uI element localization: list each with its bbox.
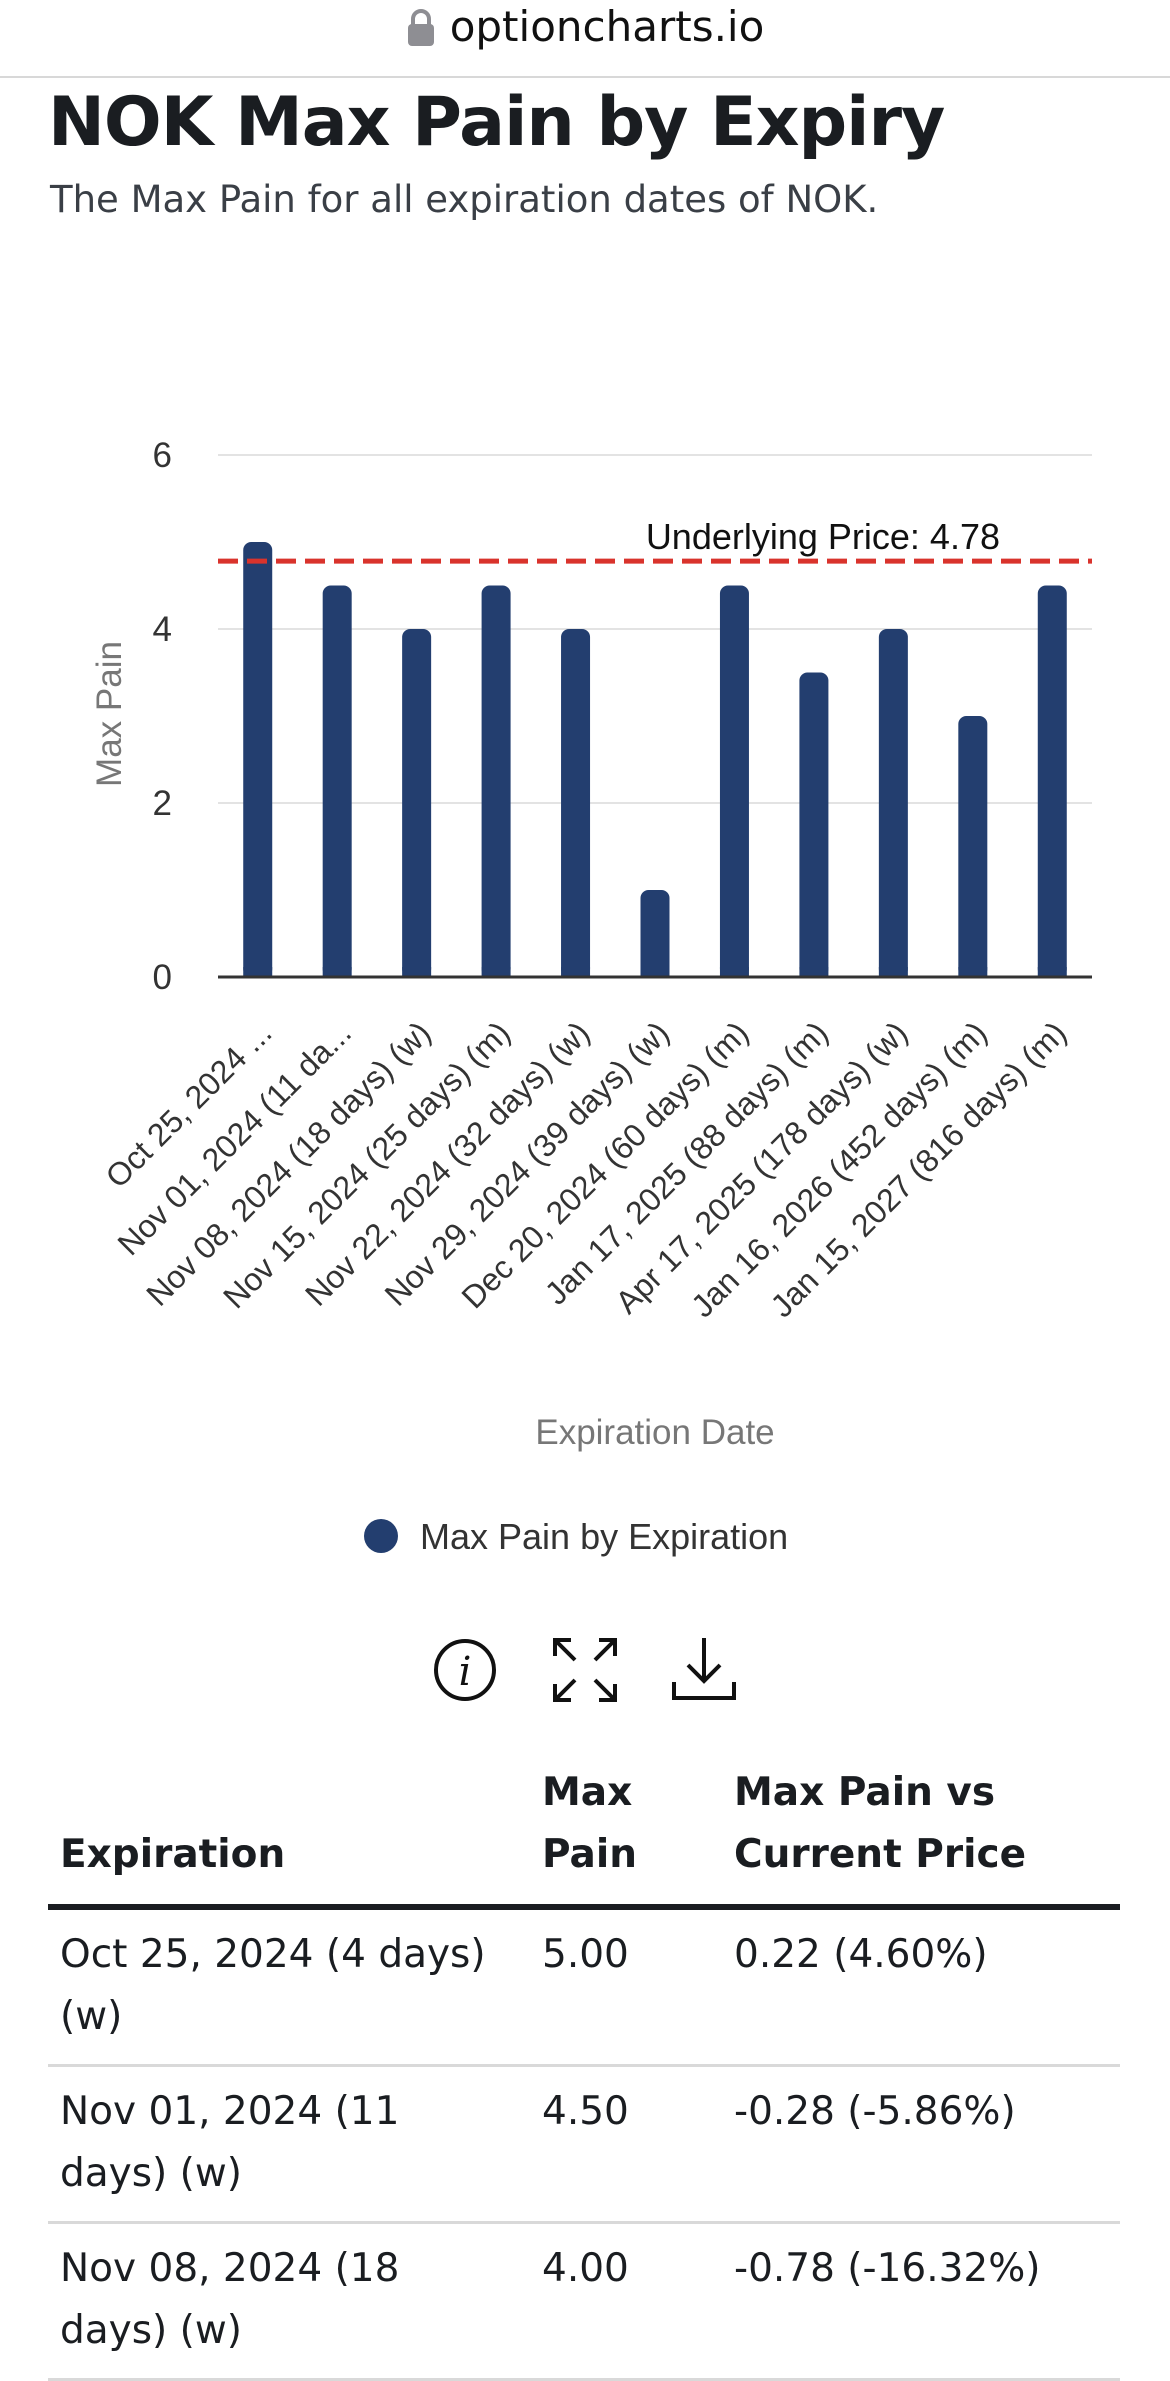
fullscreen-icon[interactable] xyxy=(545,1630,625,1710)
bars xyxy=(243,542,1067,977)
cell-max-pain: 4.50 xyxy=(530,2065,722,2224)
bar xyxy=(243,542,273,977)
y-tick-label: 6 xyxy=(153,436,172,475)
url-display: optioncharts.io xyxy=(406,2,765,52)
cell-vs-price: -0.28 (-5.86%) xyxy=(722,2065,1120,2224)
max-pain-bar-chart: 0 2 4 6 Max Pain Underlying Price: 4.78 Oct… xyxy=(90,436,1092,1557)
bar-base xyxy=(322,967,352,977)
y-axis-ticks: 0 2 4 6 xyxy=(153,436,172,997)
url-text: optioncharts.io xyxy=(449,2,765,51)
bar-base xyxy=(561,967,591,977)
x-axis-tick-labels: Oct 25, 2024 ...Nov 01, 2024 (11 da...No… xyxy=(99,1014,1074,1324)
lock-icon xyxy=(407,9,434,46)
cell-vs-price: 0.22 (4.60%) xyxy=(722,1907,1120,2067)
table-row: Nov 01, 2024 (11 days) (w) 4.50 -0.28 (-… xyxy=(48,2065,1120,2224)
bar xyxy=(322,585,352,977)
column-header-expiration[interactable]: Expiration xyxy=(48,1762,530,1910)
y-axis-label: Max Pain xyxy=(90,641,129,787)
bar xyxy=(1037,585,1067,977)
svg-text:i: i xyxy=(459,1649,472,1695)
table-row: Oct 25, 2024 (4 days) (w) 5.00 0.22 (4.6… xyxy=(48,1907,1120,2067)
bar xyxy=(719,585,749,977)
gridlines xyxy=(218,454,1092,804)
bar xyxy=(878,629,908,977)
bar xyxy=(561,629,591,977)
y-tick-label: 4 xyxy=(153,610,172,649)
bar-base xyxy=(243,967,273,977)
bar xyxy=(958,716,988,977)
cell-expiration: Oct 25, 2024 (4 days) (w) xyxy=(48,1907,530,2067)
bar-base xyxy=(878,967,908,977)
bar-base xyxy=(958,967,988,977)
legend-marker xyxy=(364,1519,398,1553)
bar-base xyxy=(402,967,432,977)
cell-expiration: Nov 08, 2024 (18 days) (w) xyxy=(48,2222,530,2381)
bar-base xyxy=(719,967,749,977)
column-header-vs-price[interactable]: Max Pain vs Current Price xyxy=(722,1762,1120,1910)
bar-base xyxy=(799,967,829,977)
x-axis-label: Expiration Date xyxy=(535,1413,774,1452)
page-subtitle: The Max Pain for all expiration dates of… xyxy=(50,178,879,221)
info-icon[interactable]: i xyxy=(425,1630,505,1710)
y-tick-label: 0 xyxy=(153,958,172,997)
table-header-row: Expiration Max Pain Max Pain vs Current … xyxy=(48,1762,1120,1910)
bar xyxy=(799,672,829,977)
max-pain-table: Expiration Max Pain Max Pain vs Current … xyxy=(48,1762,1120,2381)
table-row: Nov 08, 2024 (18 days) (w) 4.00 -0.78 (-… xyxy=(48,2222,1120,2381)
bar xyxy=(402,629,432,977)
cell-max-pain: 4.00 xyxy=(530,2222,722,2381)
bar xyxy=(481,585,511,977)
underlying-price-label: Underlying Price: 4.78 xyxy=(646,516,1000,557)
legend[interactable]: Max Pain by Expiration xyxy=(364,1516,788,1557)
bar-base xyxy=(481,967,511,977)
page-title: NOK Max Pain by Expiry xyxy=(48,83,945,162)
download-icon[interactable] xyxy=(664,1630,744,1710)
y-tick-label: 2 xyxy=(153,784,172,823)
cell-expiration: Nov 01, 2024 (11 days) (w) xyxy=(48,2065,530,2224)
chart-toolbar: i xyxy=(0,1630,1170,1710)
legend-label: Max Pain by Expiration xyxy=(420,1516,788,1557)
url-bar[interactable]: optioncharts.io xyxy=(0,0,1170,78)
cell-vs-price: -0.78 (-16.32%) xyxy=(722,2222,1120,2381)
bar-base xyxy=(1037,967,1067,977)
column-header-max-pain[interactable]: Max Pain xyxy=(530,1762,722,1910)
bar-base xyxy=(640,967,670,977)
bar xyxy=(640,890,670,977)
cell-max-pain: 5.00 xyxy=(530,1907,722,2067)
